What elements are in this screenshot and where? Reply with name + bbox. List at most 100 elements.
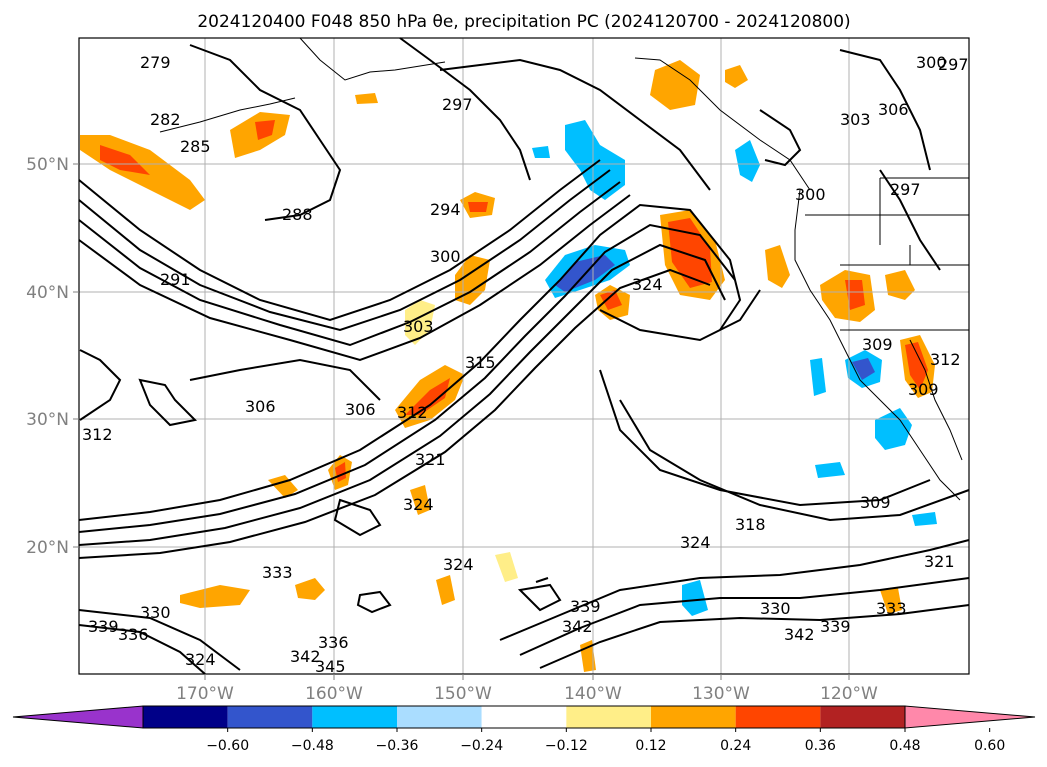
precip-blob <box>815 462 845 478</box>
colorbar-segment <box>651 706 736 728</box>
colorbar-segment <box>143 706 228 728</box>
x-tick-label: 140°W <box>564 684 622 704</box>
x-tick-label: 150°W <box>434 684 492 704</box>
colorbar-tick-label: 0.48 <box>889 738 920 754</box>
contour-label: 324 <box>632 275 663 294</box>
contour-label: 300 <box>916 53 947 72</box>
contour-label: 318 <box>735 515 766 534</box>
y-axis: 50°N 40°N 30°N 20°N <box>26 155 79 558</box>
precip-blob <box>852 358 875 380</box>
contour-label: 300 <box>430 247 461 266</box>
coastlines <box>159 37 969 501</box>
contour-label: 345 <box>315 657 346 676</box>
colorbar-segment <box>566 706 651 728</box>
contour-label: 294 <box>430 200 461 219</box>
precip-blob <box>495 552 518 582</box>
precip-blob <box>405 300 435 345</box>
precip-blob <box>355 93 378 104</box>
contour-label: 339 <box>570 597 601 616</box>
contour-label: 297 <box>938 55 969 74</box>
contour-label: 309 <box>908 380 939 399</box>
colorbar-segment <box>397 706 482 728</box>
contour-label: 321 <box>415 450 446 469</box>
contour-label: 336 <box>318 633 349 652</box>
y-tick-label: 30°N <box>26 410 69 430</box>
colorbar-tick-label: 0.12 <box>635 738 666 754</box>
colorbar-tick-label: −0.60 <box>206 738 249 754</box>
contour-label: 339 <box>88 617 119 636</box>
contour-label: 300 <box>795 185 826 204</box>
y-tick-label: 40°N <box>26 283 69 303</box>
precip-blob <box>255 120 275 140</box>
colorbar-tick-label: −0.12 <box>545 738 588 754</box>
contour-label: 342 <box>562 617 593 636</box>
colorbar-segment <box>820 706 905 728</box>
colorbar-tick-label: −0.48 <box>291 738 334 754</box>
precip-blob <box>468 202 488 212</box>
precip-blob <box>845 280 865 310</box>
precip-blob <box>912 512 937 526</box>
contour-label: 333 <box>262 563 293 582</box>
theta-e-contours <box>78 37 970 675</box>
x-tick-label: 120°W <box>820 684 878 704</box>
contour-label: 324 <box>680 533 711 552</box>
contour-label: 303 <box>840 110 871 129</box>
colorbar-extend-min <box>12 705 144 729</box>
contour-label: 312 <box>397 403 428 422</box>
precip-blob <box>735 140 760 182</box>
contour-label: 342 <box>290 647 321 666</box>
contour-label: 330 <box>140 603 171 622</box>
contour-label: 282 <box>150 110 181 129</box>
precip-blob <box>725 65 748 88</box>
precip-blob <box>765 245 790 288</box>
precip-blob <box>268 475 298 498</box>
contour-label: 279 <box>140 53 171 72</box>
x-tick-label: 160°W <box>305 684 363 704</box>
precip-blob <box>436 575 455 605</box>
contour-label: 312 <box>930 350 961 369</box>
colorbar-segment <box>227 706 313 728</box>
contour-label: 324 <box>403 495 434 514</box>
contour-label: 288 <box>282 205 313 224</box>
colorbar-segment <box>735 706 821 728</box>
contour-label: 285 <box>180 137 211 156</box>
y-tick-label: 50°N <box>26 155 69 175</box>
contour-label: 297 <box>890 180 921 199</box>
contour-label: 312 <box>82 425 113 444</box>
precip-blob <box>565 120 625 200</box>
contour-label: 324 <box>443 555 474 574</box>
precip-blob <box>410 485 430 515</box>
contour-label: 342 <box>784 625 815 644</box>
contour-label: 291 <box>160 270 191 289</box>
contour-label: 324 <box>185 650 216 669</box>
contour-label: 336 <box>118 625 149 644</box>
colorbar-tick-label: −0.24 <box>460 738 503 754</box>
colorbar-tick-label: 0.60 <box>974 738 1005 754</box>
colorbar-extend-max <box>904 705 1036 729</box>
contour-label: 330 <box>760 599 791 618</box>
precip-blob <box>295 578 325 600</box>
contour-label: 309 <box>860 493 891 512</box>
colorbar-tick-label: 0.24 <box>720 738 751 754</box>
contour-label: 321 <box>924 552 955 571</box>
contour-labels: 279 282 285 288 291 294 297 300 303 306 … <box>82 53 969 676</box>
colorbar-tick-label: −0.36 <box>376 738 419 754</box>
x-tick-label: 130°W <box>692 684 750 704</box>
colorbar: −0.60 −0.48 −0.36 −0.24 −0.12 0.12 0.24 0.36 0.4… <box>12 705 1036 754</box>
map-panel: 279 282 285 288 291 294 297 300 303 306 … <box>78 37 970 676</box>
colorbar-frame <box>142 705 906 729</box>
colorbar-segment <box>312 706 397 728</box>
precip-blob <box>810 358 826 396</box>
contour-label: 306 <box>878 100 909 119</box>
precip-blob <box>905 342 928 390</box>
chart-title: 2024120400 F048 850 hPa θe, precipitatio… <box>197 12 850 32</box>
contour-label: 315 <box>465 353 496 372</box>
x-tick-label: 170°W <box>176 684 234 704</box>
colorbar-tick-label: 0.36 <box>805 738 836 754</box>
contour-label: 339 <box>820 617 851 636</box>
contour-label: 309 <box>862 335 893 354</box>
colorbar-segment <box>481 706 567 728</box>
precip-blob <box>100 145 150 175</box>
y-tick-label: 20°N <box>26 538 69 558</box>
